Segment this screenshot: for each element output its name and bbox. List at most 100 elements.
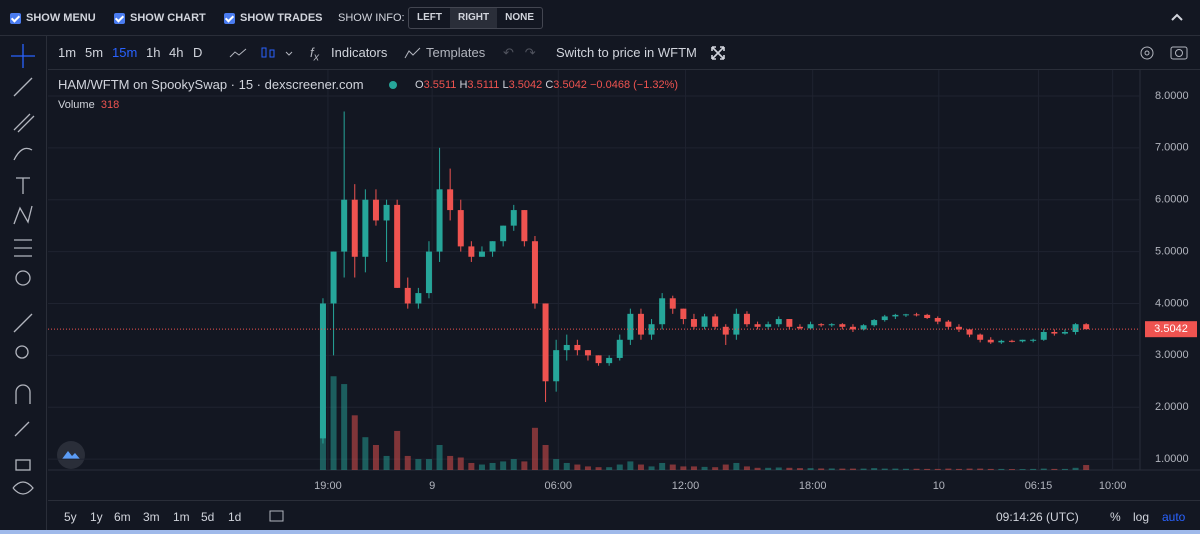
candle-body — [849, 326, 856, 330]
show-menu[interactable]: SHOW MENU — [10, 12, 96, 24]
range-button[interactable]: 1y — [90, 510, 103, 524]
volume-bar — [955, 468, 962, 470]
candle-body — [743, 313, 750, 325]
candle-body — [1030, 339, 1037, 341]
range-button[interactable]: 5y — [64, 510, 77, 524]
fullscreen-icon[interactable] — [710, 45, 726, 61]
candle-body — [489, 241, 496, 252]
candle-body — [563, 344, 570, 351]
candle-body — [913, 314, 920, 316]
candle-body — [415, 293, 422, 304]
volume-bar — [1061, 468, 1068, 470]
toolbar: fx Indicators Templates ↶ ↷ Switch to pr… — [48, 36, 1200, 70]
candle-body — [553, 350, 560, 382]
interval-button[interactable]: 15m — [112, 45, 138, 60]
switch-price-button[interactable]: Switch to price in WFTM — [556, 45, 697, 60]
volume-bar — [372, 445, 379, 470]
x-tick-label: 10 — [933, 480, 945, 492]
indicators-button[interactable]: Indicators — [331, 45, 388, 60]
candle-body — [998, 340, 1005, 343]
volume-bar — [977, 468, 984, 470]
collapse-icon[interactable] — [1170, 11, 1184, 23]
last-price-label: 3.5042 — [1154, 323, 1188, 335]
volume-bar — [584, 466, 591, 470]
interval-button[interactable]: 1m — [58, 45, 77, 60]
range-button[interactable]: 6m — [114, 510, 131, 524]
volume-bar — [1040, 468, 1047, 470]
candle-body — [839, 324, 846, 327]
x-tick-label: 9 — [429, 480, 435, 492]
show-trades[interactable]: SHOW TRADES — [224, 12, 323, 24]
volume-bar — [521, 461, 528, 470]
candle-body — [341, 199, 348, 252]
chart-type-icons[interactable] — [228, 44, 298, 62]
volume-bar — [659, 462, 666, 470]
candle-body — [404, 287, 411, 304]
volume-bar — [478, 464, 485, 470]
interval-button[interactable]: 1h — [146, 45, 161, 60]
volume-bar — [648, 466, 655, 470]
x-tick-label: 19:00 — [314, 480, 342, 492]
date-range-icon[interactable] — [268, 509, 286, 523]
open: 3.5511 — [423, 79, 457, 91]
y-tick-label: 7.0000 — [1155, 142, 1189, 154]
status-strip — [0, 530, 1200, 534]
range-button[interactable]: 3m — [143, 510, 160, 524]
candle-body — [680, 308, 687, 320]
volume-bar — [553, 459, 560, 470]
volume-bar — [1083, 465, 1090, 470]
l-label: L — [502, 79, 509, 91]
volume-bar — [669, 464, 676, 470]
range-button[interactable]: 1d — [228, 510, 242, 524]
x-tick-label: 12:00 — [672, 480, 700, 492]
volume-bar — [902, 468, 909, 470]
candle-body — [595, 355, 602, 364]
candle-body — [457, 210, 464, 247]
candle-body — [892, 314, 899, 317]
left-option[interactable]: LEFT — [417, 12, 442, 23]
candle-body — [510, 210, 517, 226]
legend-symbol: HAM/WFTM on SpookySwap · 15 · dexscreene… — [58, 77, 364, 92]
label: SHOW TRADES — [240, 12, 323, 24]
candle-body — [1061, 331, 1068, 334]
volume-bar — [828, 468, 835, 470]
candle-body — [902, 314, 909, 316]
candle-body — [425, 251, 432, 294]
templates-button[interactable]: Templates — [426, 45, 486, 60]
volume-bar — [616, 464, 623, 470]
volume-bar — [1008, 469, 1015, 470]
candle-body — [574, 344, 581, 351]
candle-body — [775, 319, 782, 325]
change: −0.0468 (−1.32%) — [590, 79, 679, 91]
settings-icons[interactable] — [1138, 43, 1194, 63]
candle-body — [531, 241, 538, 304]
interval-button[interactable]: 5m — [85, 45, 104, 60]
show-info-label: SHOW INFO: — [338, 12, 405, 24]
interval-button[interactable]: D — [193, 45, 203, 60]
interval-button[interactable]: 4h — [169, 45, 184, 60]
volume-bar — [754, 467, 761, 470]
auto-toggle[interactable]: auto — [1162, 510, 1186, 524]
candle-body — [690, 319, 697, 327]
candle-body — [786, 319, 793, 327]
candle-body — [659, 298, 666, 325]
volume-bar — [743, 466, 750, 470]
logo-button[interactable] — [56, 440, 86, 470]
candle-body — [1051, 331, 1058, 334]
y-tick-label: 3.0000 — [1155, 349, 1189, 361]
show-chart[interactable]: SHOW CHART — [114, 12, 206, 24]
volume-bar — [330, 376, 337, 470]
log-toggle[interactable]: log — [1133, 510, 1150, 524]
volume-bar — [383, 455, 390, 470]
percent-toggle[interactable]: % — [1110, 510, 1121, 524]
volume-bar — [775, 467, 782, 470]
range-button[interactable]: 5d — [201, 510, 215, 524]
info-selector: LEFT RIGHT NONE — [408, 7, 544, 29]
right-option[interactable]: RIGHT — [450, 8, 498, 28]
volume-bar — [701, 466, 708, 470]
range-button[interactable]: 1m — [173, 510, 190, 524]
candle-body — [828, 324, 835, 326]
y-tick-label: 4.0000 — [1155, 297, 1189, 309]
none-option[interactable]: NONE — [505, 12, 535, 23]
candle-body — [1019, 339, 1026, 342]
